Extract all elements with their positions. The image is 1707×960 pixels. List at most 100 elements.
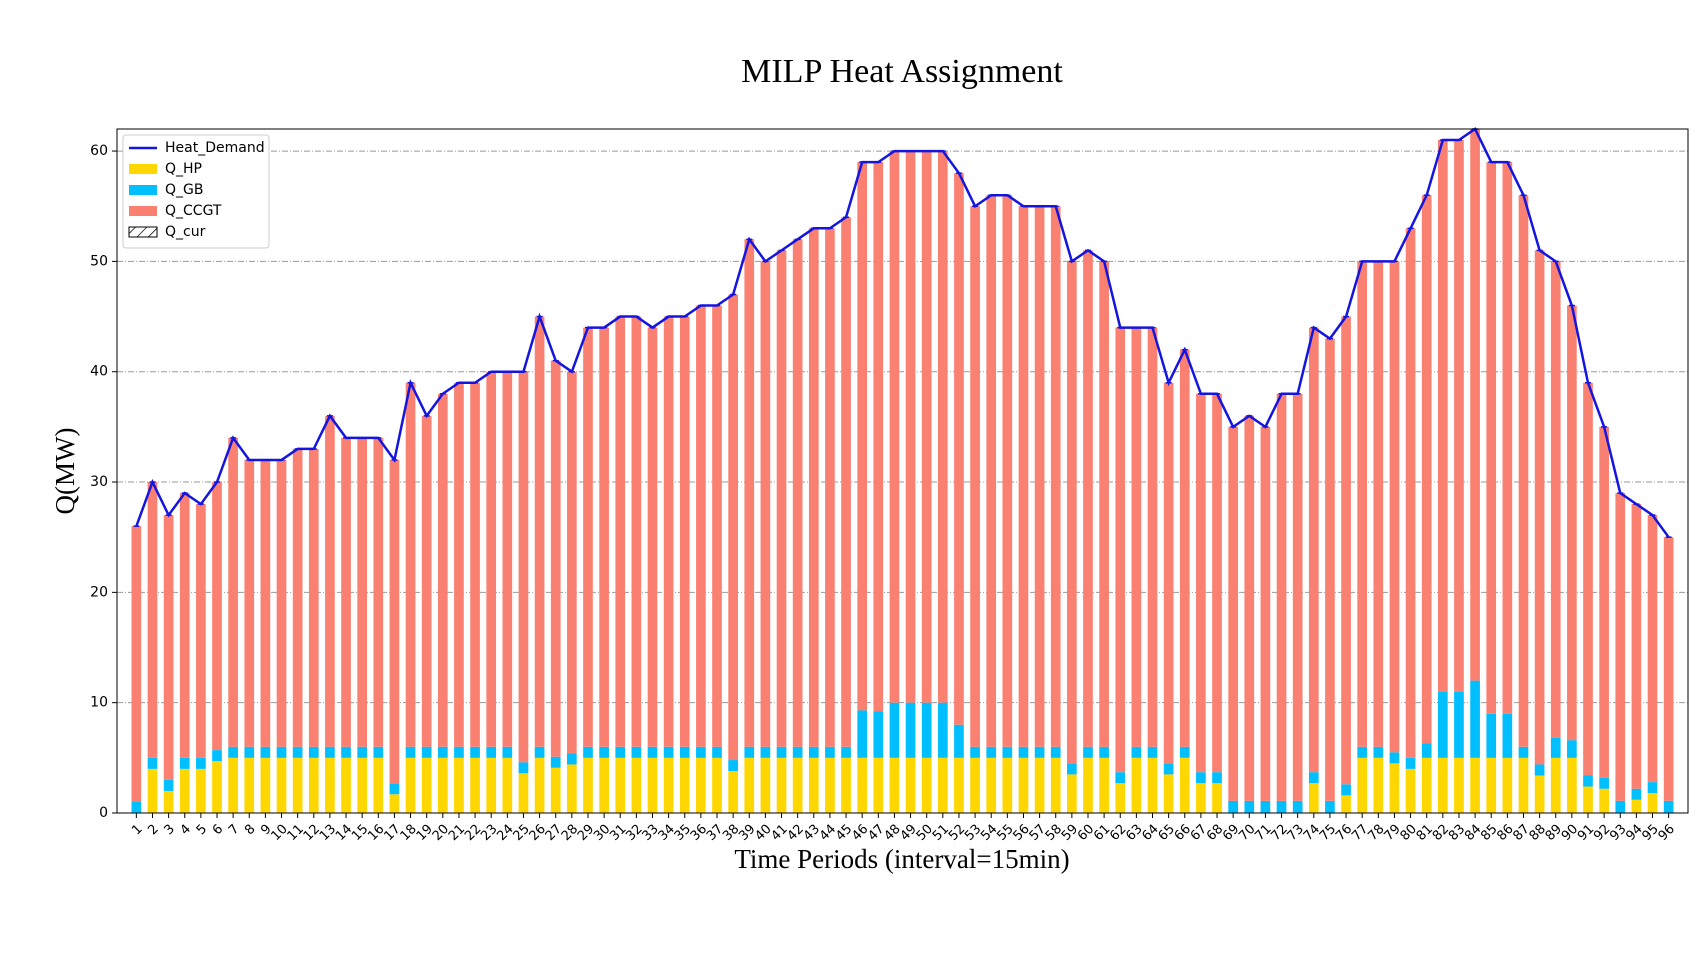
x-tick-label: 96 [1656, 822, 1678, 844]
bar [567, 753, 577, 765]
bar [567, 371, 577, 754]
bar [1631, 788, 1642, 800]
bar [518, 773, 529, 813]
bar [147, 482, 158, 758]
bar [1341, 784, 1351, 796]
bar [1647, 782, 1658, 794]
bar [179, 768, 190, 813]
y-tick-label: 0 [99, 805, 108, 821]
bar [1228, 800, 1238, 813]
bar [212, 482, 222, 751]
bar [615, 746, 626, 758]
bar [647, 327, 658, 747]
bar [470, 746, 480, 758]
bar [1518, 757, 1529, 813]
bar [1292, 800, 1303, 813]
bar [292, 757, 303, 813]
bar [454, 757, 464, 813]
bar [744, 757, 755, 813]
bar [1018, 746, 1029, 758]
bar [421, 415, 432, 747]
bar [1615, 493, 1626, 801]
bar [760, 746, 771, 758]
bar [792, 746, 803, 758]
bar [260, 746, 271, 758]
bar [1486, 757, 1497, 813]
bar [1405, 228, 1416, 758]
bar [599, 757, 609, 813]
bar [1421, 757, 1432, 813]
bar [1550, 757, 1561, 813]
bar [1663, 800, 1674, 813]
bar [1567, 757, 1577, 813]
bar [873, 757, 884, 813]
bar [954, 757, 964, 813]
bar [679, 746, 690, 758]
bar [1276, 800, 1287, 813]
bar [325, 757, 335, 813]
bar [825, 757, 835, 813]
bar [1599, 777, 1609, 789]
bar [405, 382, 416, 747]
legend-label: Heat_Demand [165, 140, 265, 156]
bar [760, 757, 771, 813]
legend-box [122, 134, 270, 249]
bar [1212, 393, 1222, 773]
bar [825, 746, 835, 758]
bar [1083, 757, 1093, 813]
bar [163, 515, 174, 780]
legend-swatch [129, 164, 157, 174]
bar [728, 294, 738, 761]
bar [341, 757, 351, 813]
bar [147, 768, 158, 813]
bar [1067, 763, 1077, 775]
bar [1212, 772, 1222, 784]
x-tick-label: 2 [145, 822, 161, 838]
bar [373, 746, 384, 758]
bar [1405, 757, 1416, 769]
bar [857, 710, 868, 758]
bar [1163, 774, 1174, 813]
bar [1486, 162, 1497, 714]
bar [873, 162, 884, 712]
bar [1179, 349, 1190, 747]
bar [1034, 746, 1045, 758]
bar [308, 746, 319, 758]
bar [1631, 504, 1642, 789]
bar [921, 702, 932, 758]
bar [486, 371, 497, 747]
bar [583, 757, 593, 813]
bar [1454, 757, 1464, 813]
bar [1050, 746, 1061, 758]
bar [921, 757, 932, 813]
y-axis-label: Q(MW) [50, 428, 80, 515]
bar [905, 702, 916, 758]
bar [389, 459, 400, 784]
bar [1163, 382, 1174, 764]
bar [421, 757, 432, 813]
bar [792, 239, 803, 747]
bar [1115, 327, 1126, 773]
bar [1308, 783, 1319, 813]
bar [131, 801, 142, 813]
bar [1534, 764, 1545, 776]
bar [454, 746, 464, 758]
bar [1437, 140, 1448, 692]
bar [615, 757, 626, 813]
bar [228, 437, 238, 747]
bar [1163, 763, 1174, 775]
bar [276, 757, 287, 813]
bar [470, 382, 480, 747]
bar [1373, 757, 1384, 813]
bar [1018, 757, 1029, 813]
bar [163, 779, 174, 791]
bar [776, 757, 787, 813]
bar [1179, 757, 1190, 813]
bar [1002, 757, 1013, 813]
bar [550, 767, 561, 813]
bar [712, 757, 722, 813]
bar [1276, 393, 1287, 801]
bar [260, 459, 271, 747]
plot-frame [116, 128, 1689, 814]
bar [712, 305, 722, 747]
